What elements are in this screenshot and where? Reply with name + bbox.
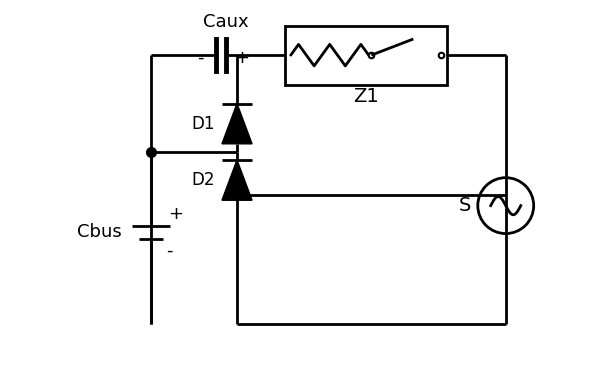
Text: Z1: Z1 <box>353 88 379 106</box>
Text: S: S <box>459 196 472 215</box>
Text: +: + <box>168 205 183 223</box>
Text: +: + <box>234 49 249 67</box>
Polygon shape <box>222 160 252 200</box>
Text: D2: D2 <box>191 171 215 189</box>
Text: -: - <box>197 49 204 67</box>
Text: -: - <box>166 242 173 260</box>
Text: D1: D1 <box>191 115 215 133</box>
Bar <box>285 25 447 85</box>
Text: Cbus: Cbus <box>77 224 121 241</box>
Text: Caux: Caux <box>203 13 249 31</box>
Polygon shape <box>222 103 252 144</box>
